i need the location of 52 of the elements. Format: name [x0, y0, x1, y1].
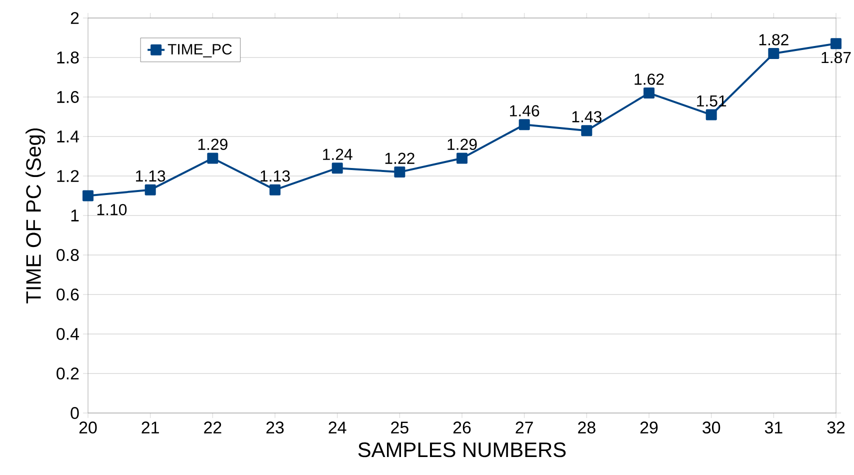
x-tick-label: 23: [266, 422, 284, 434]
point: [456, 152, 468, 164]
data-label: 1.22: [385, 152, 414, 164]
x-tick-label: 32: [827, 422, 845, 434]
data-label: 1.29: [448, 138, 477, 150]
y-tick-label: 1.4: [57, 130, 79, 142]
y-tick-label: 0.4: [56, 328, 79, 340]
point: [332, 162, 343, 174]
data-label: 1.13: [136, 170, 166, 182]
y-tick-label: 1.2: [57, 170, 79, 182]
data-label: 1.62: [634, 74, 664, 85]
point: [144, 184, 156, 196]
data-label: 1.43: [572, 111, 602, 122]
point: [270, 184, 281, 196]
x-tick-label: 28: [578, 422, 596, 434]
x-tick-label: 30: [702, 422, 720, 434]
y-tick-label: 0.6: [56, 288, 79, 300]
x-tick-label: 26: [453, 422, 471, 434]
point: [768, 48, 780, 60]
point: [207, 152, 218, 164]
x-tick-label: 27: [516, 422, 533, 434]
x-tick-label: 21: [142, 422, 159, 434]
x-tick-label: 22: [204, 422, 222, 434]
point: [581, 125, 592, 136]
x-tick-label: 29: [640, 422, 658, 434]
data-label: 1.87: [822, 52, 851, 64]
point: [830, 38, 842, 50]
data-label: 1.82: [759, 34, 788, 46]
y-tick-label: 1: [71, 210, 79, 222]
point: [644, 88, 655, 99]
x-tick-label: 31: [764, 422, 782, 434]
x-axis-title: SAMPLES NUMBERS: [358, 442, 566, 458]
x-tick-label: 20: [79, 422, 97, 434]
point: [82, 190, 94, 202]
data-label: 1.24: [323, 148, 352, 160]
legend-label: TIME_PC: [168, 44, 232, 58]
y-tick-label: 2: [70, 12, 79, 24]
point: [706, 109, 717, 120]
point: [394, 166, 406, 178]
y-tick-label: 1.8: [57, 52, 79, 64]
data-label: 1.13: [260, 170, 290, 182]
y-tick-label: 0.8: [56, 249, 79, 261]
y-tick-label: 0.2: [56, 368, 79, 380]
x-tick-label: 24: [328, 422, 346, 434]
x-tick-label: 25: [391, 422, 408, 434]
data-label: 1.29: [198, 138, 228, 150]
data-label: 1.46: [510, 105, 540, 116]
point: [518, 119, 530, 130]
y-tick-label: 0: [70, 407, 79, 419]
y-tick-label: 1.6: [57, 91, 79, 103]
y-axis-title: TIME OF PC (Seg): [26, 128, 46, 304]
data-label: 1.10: [97, 204, 127, 216]
